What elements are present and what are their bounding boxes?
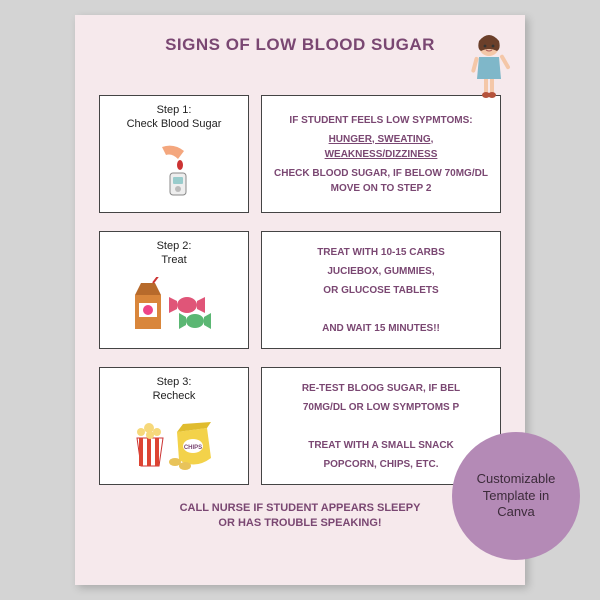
girl-icon (467, 33, 511, 103)
svg-text:CHIPS: CHIPS (184, 445, 202, 451)
juice-candy-icon (129, 277, 219, 337)
customizable-badge: Customizable Template in Canva (452, 432, 580, 560)
step-label: Step 1: (157, 104, 192, 116)
badge-text: Customizable Template in Canva (464, 471, 568, 522)
step-card-3: Step 3: Recheck CHIPS (99, 367, 249, 485)
step-card-2: Step 2: Treat (99, 231, 249, 349)
step-subtitle: Treat (161, 254, 186, 266)
step-row: Step 1: Check Blood Sugar IF STUDENT FEE… (99, 95, 501, 213)
step-subtitle: Check Blood Sugar (127, 118, 222, 130)
desc-text: RE-TEST BLOOG SUGAR, IF BEL 70MG/DL OR L… (302, 377, 460, 476)
step-row: Step 3: Recheck CHIPS (99, 367, 501, 485)
step-label: Step 3: (157, 376, 192, 388)
page-title: SIGNS OF LOW BLOOD SUGAR (99, 35, 501, 55)
step-row: Step 2: Treat (99, 231, 501, 349)
step-desc-2: TREAT WITH 10-15 CARBS JUCIEBOX, GUMMIES… (261, 231, 501, 349)
desc-text: IF STUDENT FEELS LOW SYPMTOMS: HUNGER, S… (272, 109, 490, 200)
step-subtitle: Recheck (153, 390, 196, 402)
steps-container: Step 1: Check Blood Sugar IF STUDENT FEE… (99, 95, 501, 485)
step-label: Step 2: (157, 240, 192, 252)
step-desc-1: IF STUDENT FEELS LOW SYPMTOMS: HUNGER, S… (261, 95, 501, 213)
footer-warning: CALL NURSE IF STUDENT APPEARS SLEEPY OR … (99, 501, 501, 532)
desc-text: TREAT WITH 10-15 CARBS JUCIEBOX, GUMMIES… (317, 241, 445, 340)
glucose-meter-icon (144, 141, 204, 201)
snacks-icon: CHIPS (129, 414, 219, 472)
step-card-1: Step 1: Check Blood Sugar (99, 95, 249, 213)
